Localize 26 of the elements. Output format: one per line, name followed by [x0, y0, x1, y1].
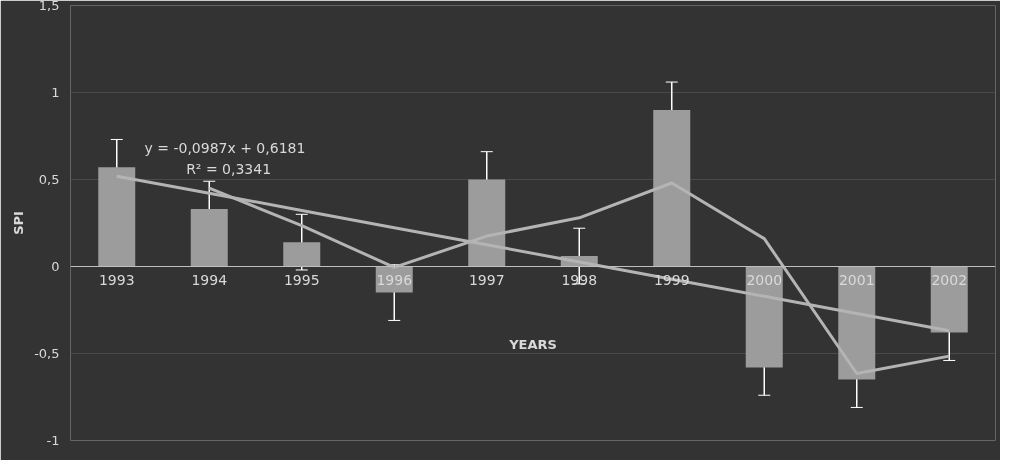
- x-tick-label: 1993: [98, 271, 135, 288]
- bar: [838, 266, 876, 380]
- bar: [190, 209, 228, 267]
- annotation: y = -0,0987x + 0,6181: [144, 140, 306, 157]
- bar: [930, 266, 968, 333]
- y-tick-label: -0,5: [34, 346, 60, 361]
- bar: [283, 242, 321, 267]
- x-tick-label: 1997: [468, 271, 505, 288]
- y-axis-title: SPI: [11, 211, 27, 235]
- y-tick-label: -1: [46, 433, 60, 448]
- bar: [653, 109, 691, 267]
- bar: [468, 179, 506, 267]
- y-tick-label: 0: [51, 259, 60, 274]
- bar: [745, 266, 783, 368]
- x-tick-label: 2000: [746, 271, 783, 288]
- x-tick-label: 2002: [931, 271, 968, 288]
- x-tick-label: 1994: [191, 271, 228, 288]
- x-axis-title: YEARS: [508, 337, 557, 353]
- bar: [98, 167, 136, 267]
- x-tick-label: 1995: [283, 271, 320, 288]
- y-tick-label: 0,5: [38, 172, 60, 187]
- x-tick-label: 1996: [376, 271, 413, 288]
- y-tick-label: 1,5: [38, 0, 60, 13]
- y-tick-label: 1: [51, 85, 60, 100]
- x-tick-label: 2001: [838, 271, 875, 288]
- annotation: R² = 0,3341: [186, 161, 272, 178]
